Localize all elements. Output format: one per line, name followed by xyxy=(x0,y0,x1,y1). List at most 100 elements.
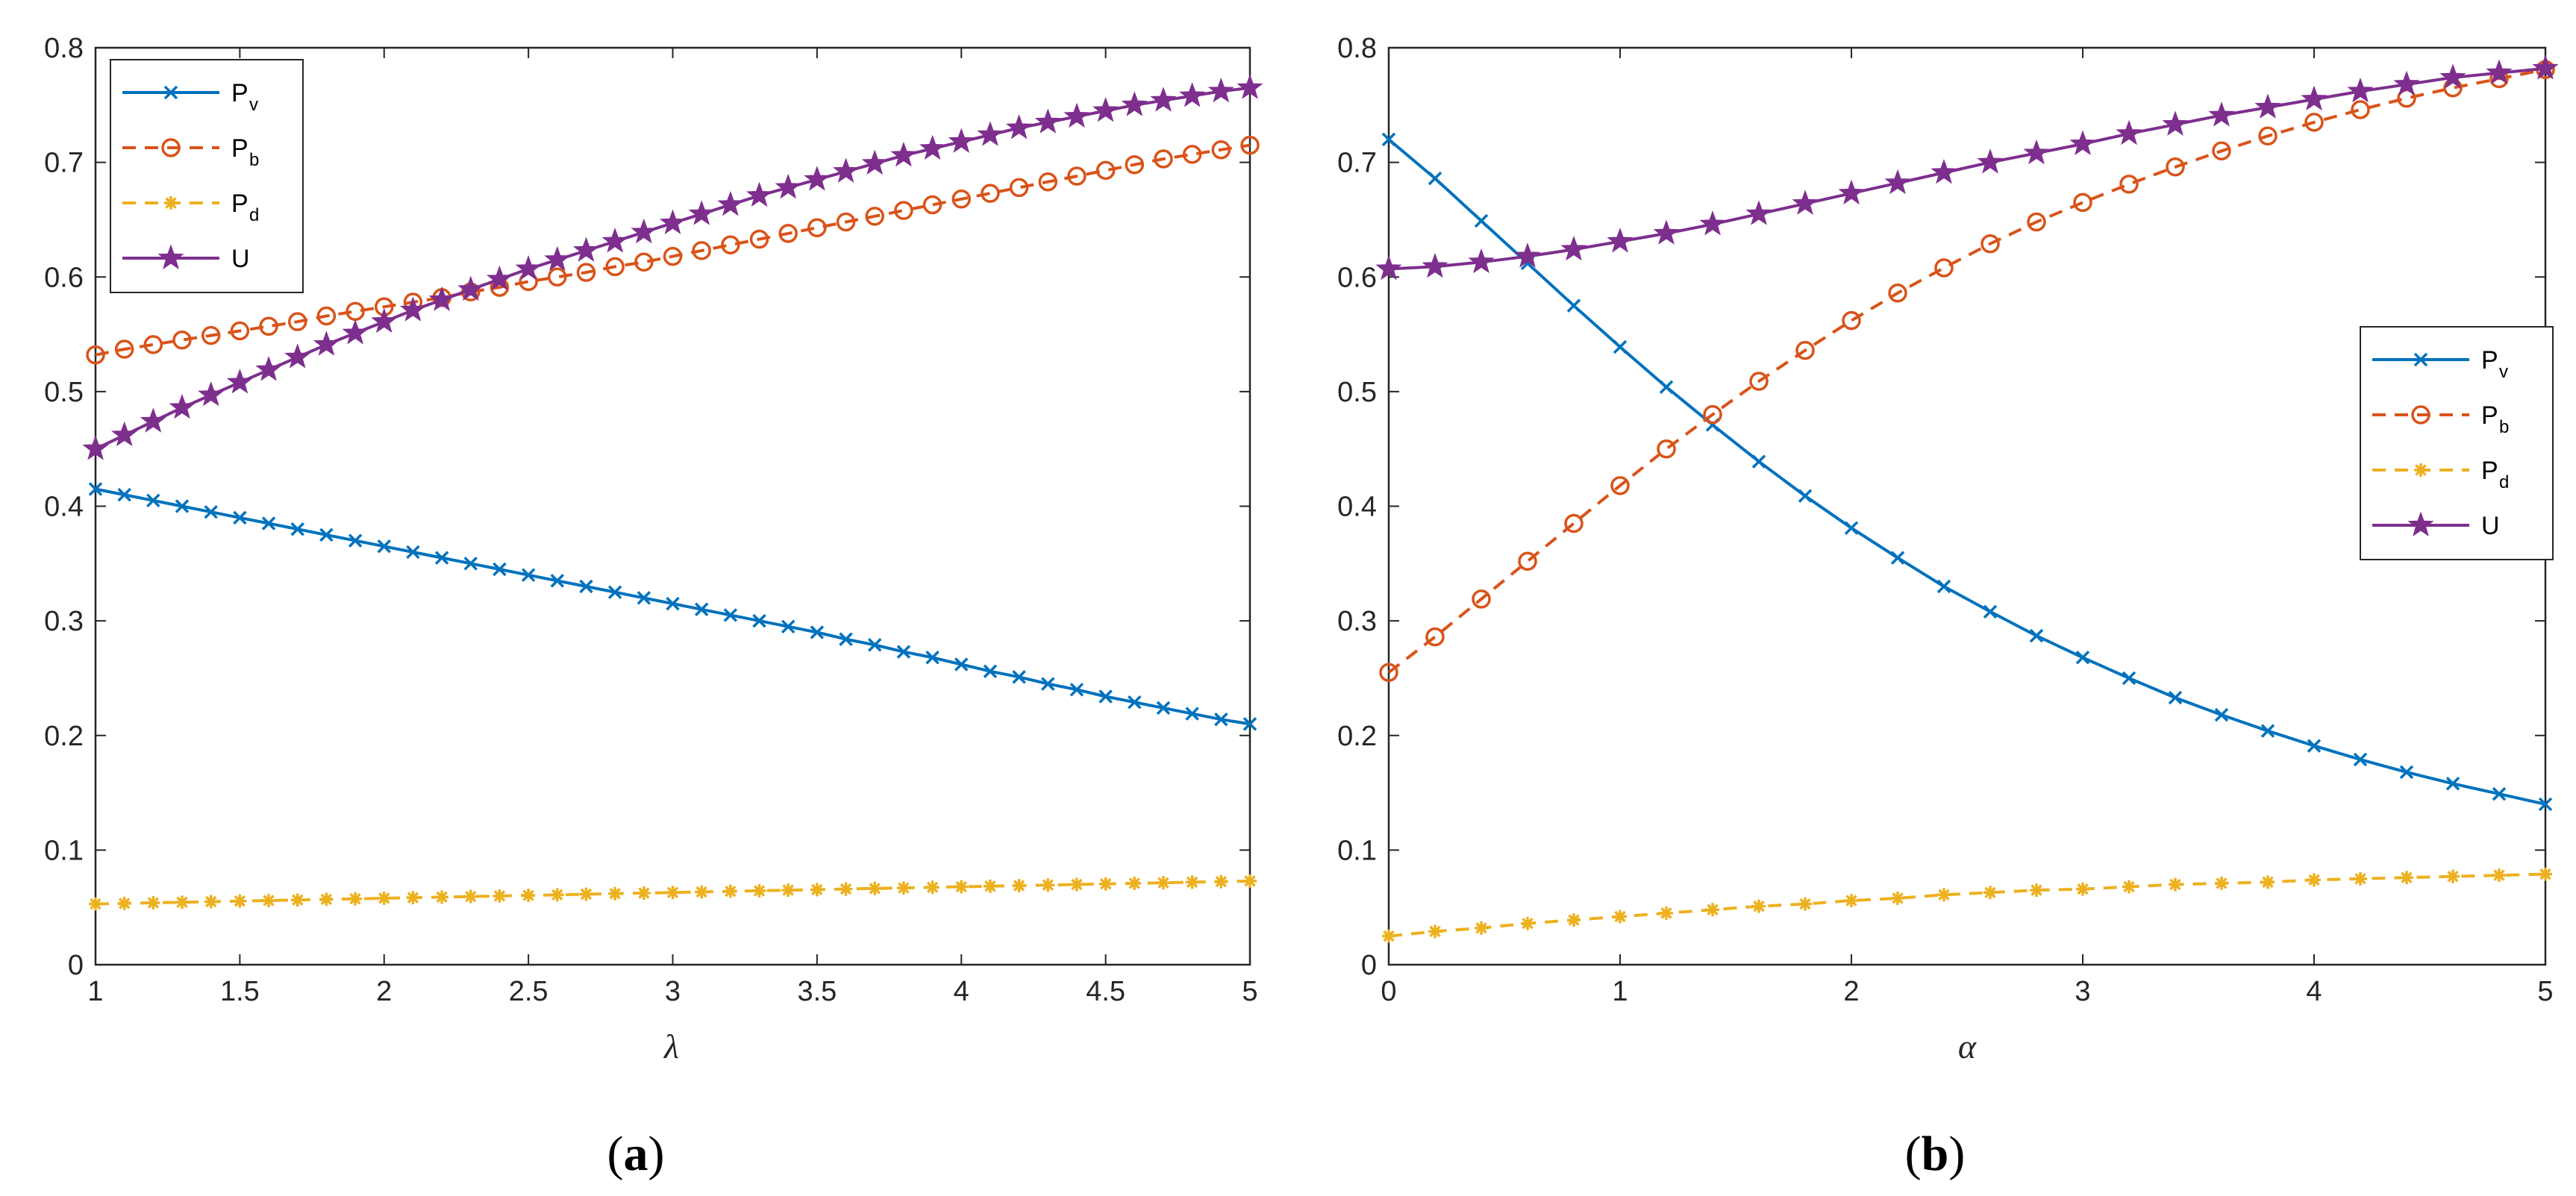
data-point-pb xyxy=(1154,149,1173,169)
data-point-pb xyxy=(2166,157,2185,177)
data-point-pd xyxy=(1937,888,1951,902)
data-point-pd xyxy=(1660,906,1673,920)
data-point-pb xyxy=(143,335,163,354)
data-point-pv xyxy=(1242,717,1257,731)
caption-close: ) xyxy=(648,1127,665,1181)
data-point-pv xyxy=(550,574,565,588)
data-point-pv xyxy=(2307,739,2322,753)
data-point-pd xyxy=(1428,924,1442,939)
data-point-pv xyxy=(2445,777,2460,791)
legend-box xyxy=(110,59,304,293)
series-line-u xyxy=(1388,66,2546,271)
data-point-pb xyxy=(2258,126,2278,146)
legend-label-pd: P xyxy=(231,190,248,218)
y-tick-label: 0.3 xyxy=(44,606,84,637)
data-point-pd xyxy=(896,881,910,895)
y-tick-label: 0.6 xyxy=(1337,262,1377,293)
data-point-pd xyxy=(637,886,651,900)
data-point-pb xyxy=(259,316,278,336)
data-point-pd xyxy=(2030,883,2043,898)
data-point-pd xyxy=(954,880,969,894)
data-point-pd xyxy=(2539,867,2552,881)
data-point-u xyxy=(1063,102,1090,128)
data-point-pv xyxy=(463,557,478,571)
data-point-pb xyxy=(172,330,192,350)
data-point-pv xyxy=(1069,683,1084,697)
data-point-pv xyxy=(666,596,680,611)
data-point-u xyxy=(1034,108,1061,134)
data-point-u xyxy=(2393,70,2420,96)
x-tick-label: 1 xyxy=(87,976,103,1007)
data-point-pv xyxy=(752,613,766,628)
data-point-pb xyxy=(1749,372,1769,391)
series-pv xyxy=(1381,132,2553,812)
data-point-pd xyxy=(463,889,478,904)
data-point-pb xyxy=(1095,160,1116,181)
data-point-pb xyxy=(951,190,971,209)
data-point-pd xyxy=(2122,880,2136,894)
data-point-u xyxy=(255,356,282,381)
data-point-u xyxy=(2069,130,2096,155)
data-point-u xyxy=(631,218,657,244)
x-tick-label: 0 xyxy=(1381,976,1396,1007)
data-point-pb xyxy=(1125,154,1145,175)
data-point-pd xyxy=(2492,868,2506,883)
legend-label-pv: P xyxy=(2481,346,2498,375)
data-point-pb xyxy=(114,339,134,359)
data-point-pb xyxy=(1211,140,1231,160)
data-point-pv xyxy=(319,527,334,542)
data-point-pv xyxy=(1844,521,1859,535)
panel-caption: (a) xyxy=(607,1127,665,1181)
data-point-u xyxy=(169,393,196,419)
data-point-u xyxy=(2023,139,2050,165)
data-point-pb xyxy=(1518,551,1537,571)
data-point-pv xyxy=(1214,713,1228,727)
data-point-pv xyxy=(146,493,160,508)
data-point-pd xyxy=(1752,899,1766,913)
data-point-u xyxy=(1207,77,1234,103)
y-tick-label: 0.8 xyxy=(1337,33,1377,64)
data-point-pb xyxy=(2212,141,2231,161)
data-point-u xyxy=(890,141,917,167)
data-point-u xyxy=(111,421,138,447)
data-point-u xyxy=(1237,74,1263,99)
y-tick-label: 0 xyxy=(1361,950,1377,981)
caption-close: ) xyxy=(1948,1127,1965,1181)
legend-subscript-pd: d xyxy=(2499,472,2509,492)
data-point-pv xyxy=(954,657,969,671)
data-point-pb xyxy=(230,321,250,341)
data-point-pd xyxy=(1567,913,1581,927)
data-point-pv xyxy=(579,579,593,594)
data-point-pv xyxy=(117,487,131,502)
x-tick-label: 5 xyxy=(2537,976,2553,1007)
data-point-u xyxy=(1006,114,1033,140)
data-point-pv xyxy=(983,664,998,678)
legend-marker-pv xyxy=(2413,352,2428,367)
data-point-pv xyxy=(261,516,276,530)
series-line-pd xyxy=(1388,872,2546,938)
data-point-u xyxy=(284,343,311,369)
data-point-pb xyxy=(1610,476,1630,495)
data-point-pd xyxy=(175,895,190,909)
data-point-pv xyxy=(607,585,622,599)
data-point-u xyxy=(1838,179,1865,205)
data-point-u xyxy=(140,407,166,433)
legend-subscript-pb: b xyxy=(249,150,259,170)
data-point-pv xyxy=(204,504,218,519)
caption-open: ( xyxy=(607,1127,624,1181)
data-point-pd xyxy=(752,883,766,898)
data-point-pb xyxy=(721,235,740,254)
data-point-pv xyxy=(1613,339,1628,354)
x-tick-label: 5 xyxy=(1242,976,1257,1007)
series-pb xyxy=(86,135,1260,365)
x-tick-label: 3.5 xyxy=(797,976,837,1007)
data-point-pv xyxy=(2168,690,2183,705)
data-point-pd xyxy=(2076,882,2089,896)
data-point-pb xyxy=(316,306,337,326)
data-point-pv xyxy=(88,482,103,496)
data-point-pd xyxy=(493,889,507,903)
data-point-pv xyxy=(2260,724,2275,738)
data-point-pb xyxy=(1564,513,1584,533)
